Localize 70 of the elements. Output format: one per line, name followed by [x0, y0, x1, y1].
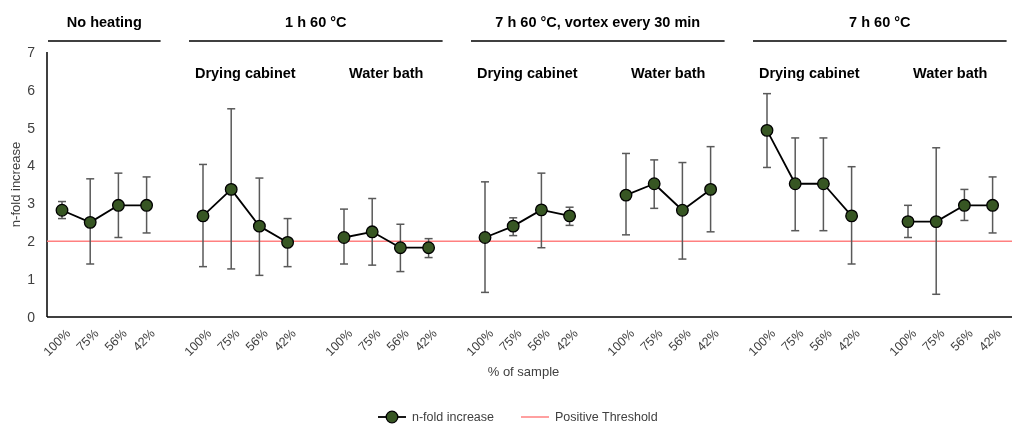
- x-tick-label: 42%: [976, 326, 1004, 354]
- point: [422, 241, 436, 255]
- point: [845, 209, 859, 223]
- point: [675, 203, 689, 217]
- point: [929, 215, 943, 229]
- x-tick-label: 42%: [835, 326, 863, 354]
- annotation: Water bath: [349, 65, 424, 81]
- point: [647, 177, 661, 191]
- x-tick-label: 56%: [948, 326, 976, 354]
- y-tick-label: 4: [27, 157, 36, 174]
- legend-label: Positive Threshold: [555, 410, 658, 425]
- point: [337, 231, 351, 244]
- x-tick-label: 56%: [807, 326, 835, 354]
- annotation: Water bath: [631, 65, 706, 81]
- x-tick-label: 56%: [384, 326, 412, 354]
- y-tick-label: 6: [27, 81, 36, 98]
- text: No heating: [66, 14, 142, 30]
- x-tick-label: 75%: [778, 326, 807, 354]
- x-tick-label: 75%: [919, 326, 948, 354]
- x-tick-label: 56%: [525, 326, 553, 354]
- point: [506, 219, 520, 233]
- annotation: Drying cabinet: [476, 65, 578, 81]
- point: [111, 198, 125, 212]
- legend-label: n-fold increase: [412, 410, 495, 425]
- point: [986, 198, 1000, 212]
- point: [196, 209, 210, 223]
- annotation: Water bath: [913, 65, 988, 81]
- y-axis-title: n-fold increase: [8, 141, 23, 228]
- text: 1 h 60 °C: [285, 14, 348, 30]
- point: [760, 123, 774, 137]
- x-tick-label: 42%: [553, 326, 581, 354]
- point: [704, 182, 718, 196]
- x-tick-label: 56%: [102, 326, 130, 354]
- point: [224, 182, 238, 196]
- y-tick-label: 5: [27, 119, 36, 136]
- x-tick-label: 75%: [637, 326, 666, 354]
- x-tick-label: 42%: [130, 326, 158, 354]
- point: [563, 209, 577, 223]
- y-tick-label: 7: [27, 43, 36, 60]
- point: [281, 235, 295, 249]
- x-tick-label: 75%: [355, 326, 384, 354]
- point: [534, 203, 548, 217]
- point: [83, 215, 97, 229]
- point: [788, 177, 802, 191]
- x-tick-label: 56%: [666, 326, 694, 354]
- x-tick-label: 42%: [694, 326, 722, 354]
- x-tick-label: 75%: [214, 326, 243, 354]
- x-tick-label: 42%: [271, 326, 299, 354]
- annotation: Drying cabinet: [758, 65, 860, 81]
- point: [365, 225, 379, 239]
- y-tick-label: 2: [27, 233, 36, 250]
- x-tick-label: 75%: [496, 326, 525, 354]
- point: [252, 219, 266, 233]
- point: [901, 215, 915, 229]
- point: [140, 198, 154, 212]
- x-tick-label: 75%: [73, 326, 102, 354]
- text: 7 h 60 °C, vortex every 30 min: [495, 14, 701, 30]
- annotation: Drying cabinet: [194, 65, 296, 81]
- y-tick-label: 1: [27, 271, 36, 288]
- point: [393, 241, 407, 255]
- y-tick-label: 3: [27, 195, 36, 212]
- x-tick-label: 56%: [243, 326, 271, 354]
- point: [478, 231, 492, 244]
- point: [619, 188, 633, 202]
- text: 7 h 60 °C: [849, 14, 912, 30]
- x-tick-label: 42%: [412, 326, 440, 354]
- point: [816, 177, 830, 191]
- point: [957, 198, 971, 212]
- x-axis-title: % of sample: [487, 364, 560, 379]
- y-tick-label: 0: [27, 308, 36, 325]
